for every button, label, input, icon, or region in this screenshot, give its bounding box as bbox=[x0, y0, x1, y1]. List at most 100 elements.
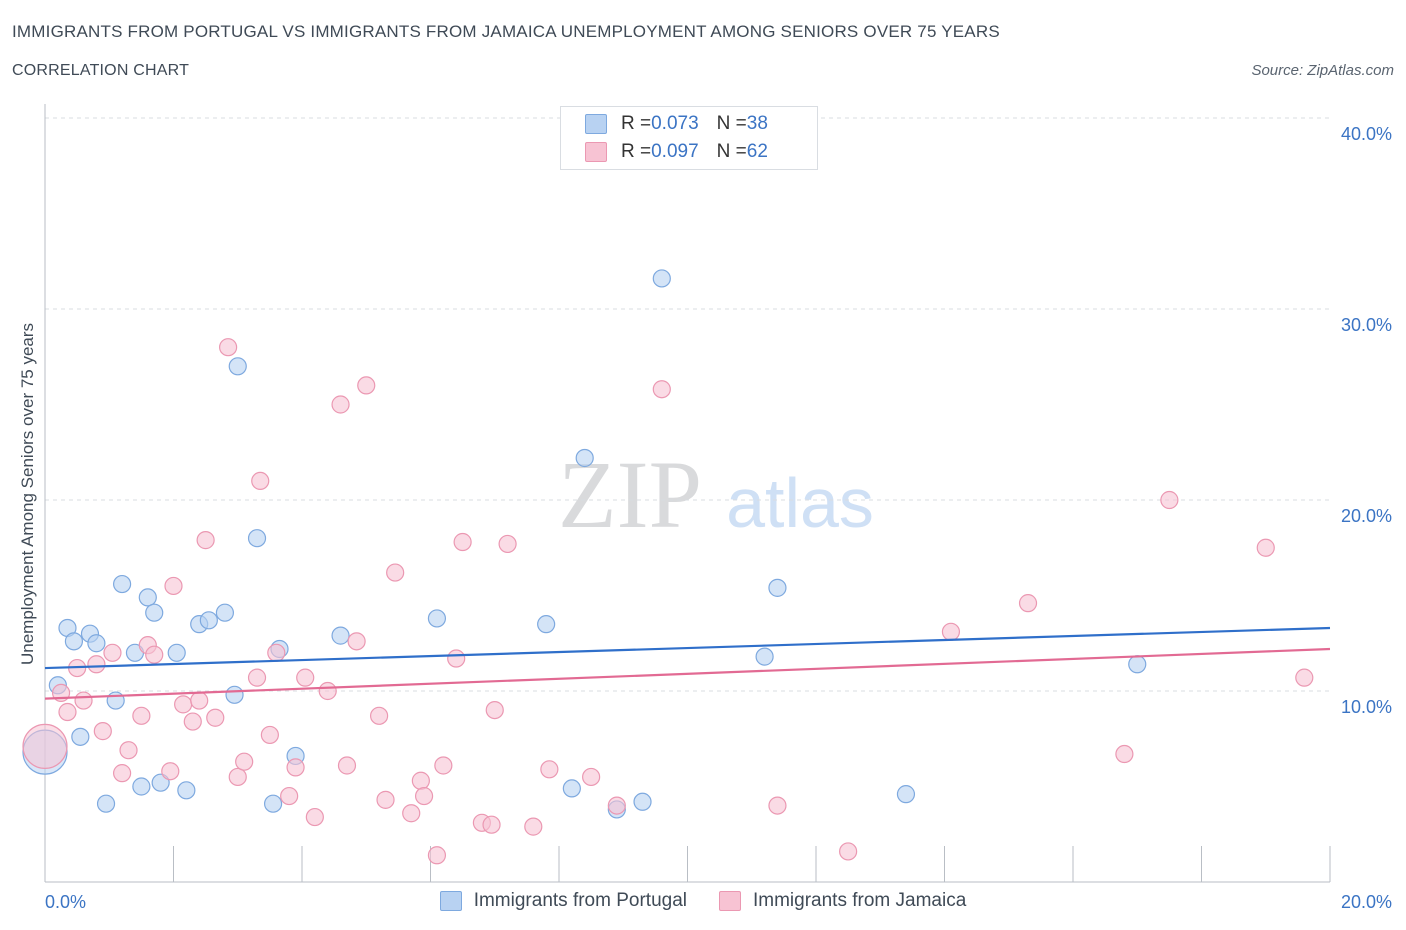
jamaica-point bbox=[280, 786, 299, 806]
jamaica-point bbox=[183, 712, 202, 731]
watermark-atlas: atlas bbox=[726, 464, 874, 542]
legend-row-portugal: R = 0.073 N = 38 bbox=[585, 112, 768, 136]
chart-title: IMMIGRANTS FROM PORTUGAL VS IMMIGRANTS F… bbox=[12, 22, 1000, 41]
jamaica-point bbox=[286, 758, 305, 777]
legend-item-jamaica[interactable]: Immigrants from Jamaica bbox=[719, 890, 966, 912]
jamaica-point bbox=[318, 681, 337, 701]
jamaica-point bbox=[296, 668, 315, 687]
jamaica-point bbox=[164, 576, 183, 596]
portugal-point bbox=[167, 643, 186, 662]
jamaica-point bbox=[267, 643, 286, 662]
y-tick-label: 10.0% bbox=[1341, 697, 1392, 717]
portugal-point bbox=[633, 792, 652, 811]
portugal-point bbox=[132, 777, 151, 796]
portugal-point bbox=[755, 647, 774, 666]
legend-n-label: N = bbox=[716, 113, 747, 134]
jamaica-trend-line bbox=[44, 647, 1331, 700]
portugal-point bbox=[537, 615, 556, 634]
tick-labels: 10.0% 20.0% 30.0% 40.0% 0.0% 20.0% bbox=[45, 124, 1392, 912]
jamaica-point bbox=[132, 706, 151, 725]
jamaica-point bbox=[247, 668, 267, 687]
portugal-point bbox=[768, 578, 787, 597]
jamaica-point bbox=[93, 722, 112, 741]
portugal-point bbox=[575, 448, 594, 468]
jamaica-point bbox=[1160, 490, 1179, 510]
portugal-point bbox=[112, 574, 132, 594]
y-tick-label: 20.0% bbox=[1341, 506, 1392, 526]
jamaica-point bbox=[1115, 744, 1134, 764]
jamaica-point bbox=[434, 756, 453, 775]
portugal-point bbox=[1128, 655, 1147, 674]
legend-r-label: R = bbox=[621, 141, 652, 162]
jamaica-point bbox=[119, 741, 138, 760]
jamaica-point bbox=[453, 532, 472, 552]
y-tick-label: 30.0% bbox=[1341, 315, 1392, 335]
jamaica-point bbox=[370, 706, 389, 725]
jamaica-point bbox=[427, 846, 447, 865]
legend-r-label: R = bbox=[621, 113, 652, 134]
jamaica-point bbox=[1018, 594, 1038, 613]
jamaica-point bbox=[196, 531, 215, 550]
jamaica-point bbox=[58, 702, 77, 722]
jamaica-point bbox=[190, 691, 209, 710]
jamaica-point bbox=[112, 764, 132, 783]
portugal-trend-line bbox=[44, 626, 1331, 670]
jamaica-point bbox=[145, 645, 164, 664]
legend-label-jamaica: Immigrants from Jamaica bbox=[753, 890, 967, 911]
portugal-point bbox=[427, 609, 447, 628]
watermark: ZIP atlas bbox=[558, 441, 874, 548]
jamaica-point bbox=[1295, 668, 1314, 687]
legend-item-portugal[interactable]: Immigrants from Portugal bbox=[439, 890, 687, 912]
legend-swatch-jamaica bbox=[719, 891, 741, 911]
legend-swatch-jamaica bbox=[585, 142, 607, 162]
series-legend: Immigrants from Portugal Immigrants from… bbox=[0, 890, 1406, 912]
jamaica-point bbox=[161, 762, 180, 781]
jamaica-point bbox=[22, 723, 68, 769]
portugal-point bbox=[228, 357, 247, 376]
jamaica-point bbox=[498, 534, 517, 554]
legend-n-label: N = bbox=[716, 141, 747, 162]
portugal-point bbox=[896, 785, 916, 804]
jamaica-point bbox=[524, 817, 543, 836]
legend-n-value-portugal: 38 bbox=[746, 113, 768, 134]
portugal-point bbox=[199, 611, 218, 630]
jamaica-point bbox=[376, 790, 395, 809]
jamaica-point bbox=[482, 815, 501, 834]
jamaica-point bbox=[347, 632, 366, 651]
grid bbox=[45, 117, 1330, 692]
portugal-point bbox=[247, 529, 267, 548]
portugal-point bbox=[177, 781, 196, 800]
jamaica-point bbox=[411, 771, 430, 790]
y-tick-label: 40.0% bbox=[1341, 124, 1392, 144]
jamaica-point bbox=[839, 842, 858, 861]
x-tick-label: 0.0% bbox=[45, 892, 86, 912]
portugal-point bbox=[64, 632, 84, 651]
x-tick-label: 20.0% bbox=[1341, 892, 1392, 912]
jamaica-point bbox=[228, 767, 247, 787]
chart-subtitle: CORRELATION CHART bbox=[12, 62, 190, 79]
portugal-point bbox=[96, 794, 116, 813]
trend-lines bbox=[44, 626, 1331, 700]
portugal-point bbox=[562, 779, 581, 798]
jamaica-point bbox=[174, 695, 193, 714]
jamaica-point bbox=[260, 725, 279, 745]
jamaica-point bbox=[402, 804, 421, 823]
jamaica-point bbox=[414, 786, 434, 806]
jamaica-point bbox=[219, 338, 238, 357]
jamaica-point bbox=[305, 807, 324, 827]
jamaica-point bbox=[206, 708, 225, 727]
portugal-point bbox=[87, 634, 106, 653]
jamaica-point bbox=[941, 622, 961, 641]
portugal-point bbox=[652, 269, 671, 288]
jamaica-point bbox=[1256, 538, 1275, 557]
jamaica-point bbox=[357, 376, 376, 395]
jamaica-point bbox=[337, 756, 357, 775]
portugal-point bbox=[263, 794, 283, 813]
source-label: Source: ZipAtlas.com bbox=[1251, 62, 1394, 79]
jamaica-point bbox=[103, 643, 122, 662]
jamaica-point bbox=[485, 700, 504, 720]
legend-label-portugal: Immigrants from Portugal bbox=[473, 890, 687, 911]
portugal-point bbox=[215, 603, 234, 622]
legend-swatch-portugal bbox=[585, 114, 607, 134]
portugal-point bbox=[225, 685, 244, 704]
